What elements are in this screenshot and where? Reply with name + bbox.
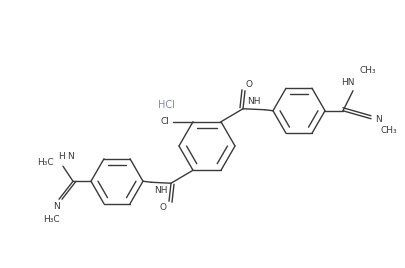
Text: N: N	[374, 115, 381, 124]
Text: H₃C: H₃C	[43, 215, 59, 224]
Text: HN: HN	[340, 78, 354, 87]
Text: H: H	[58, 152, 65, 161]
Text: CH₃: CH₃	[359, 66, 375, 75]
Text: N: N	[67, 152, 74, 161]
Text: O: O	[245, 80, 252, 89]
Text: NH: NH	[154, 186, 167, 195]
Text: CH₃: CH₃	[380, 126, 396, 135]
Text: N: N	[53, 202, 60, 211]
Text: H₃C: H₃C	[36, 158, 53, 167]
Text: O: O	[159, 203, 166, 212]
Text: NH: NH	[247, 97, 260, 106]
Text: Cl: Cl	[160, 117, 169, 126]
Text: HCl: HCl	[158, 100, 175, 110]
